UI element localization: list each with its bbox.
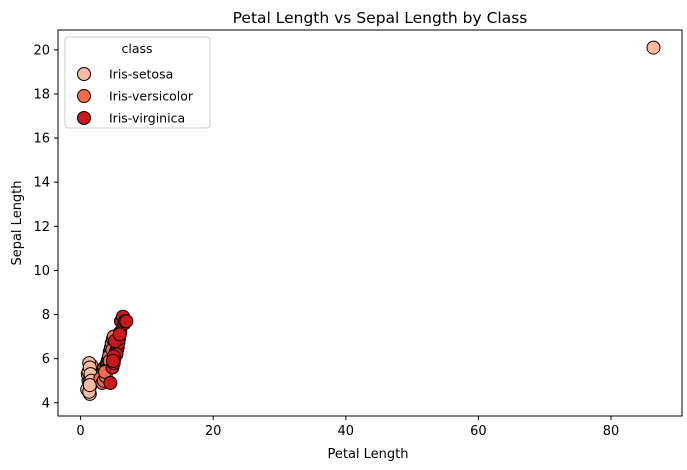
legend: class Iris-setosa Iris-versicolor Iris-vir… — [64, 36, 211, 129]
legend-marker-iris-versicolor — [77, 89, 91, 103]
legend-marker-iris-setosa — [77, 67, 91, 81]
y-tick-label: 12 — [33, 220, 50, 235]
x-tick-label: 60 — [470, 424, 487, 439]
y-tick-label: 8 — [42, 308, 50, 323]
plot-frame — [57, 29, 683, 417]
x-tick-label: 0 — [76, 424, 84, 439]
y-tick-label: 14 — [33, 176, 50, 191]
y-tick-label: 6 — [42, 352, 50, 367]
legend-label-iris-setosa: Iris-setosa — [109, 67, 173, 82]
y-axis-label: Sepal Length — [10, 180, 25, 265]
data-point-iris-virginica-0 — [103, 375, 118, 390]
legend-marker-iris-virginica — [77, 111, 91, 125]
y-tick-label: 18 — [33, 87, 50, 102]
y-tick-label: 20 — [33, 43, 50, 58]
y-tick-label: 4 — [42, 396, 50, 411]
y-axis: 4 6 8 10 12 14 16 18 20 — [33, 43, 58, 411]
x-axis: 0 20 40 60 80 — [76, 416, 619, 439]
x-tick-label: 20 — [205, 424, 222, 439]
x-tick-label: 40 — [338, 424, 355, 439]
chart-title: Petal Length vs Sepal Length by Class — [233, 9, 528, 27]
data-point-iris-setosa-21 — [646, 40, 661, 55]
data-point-iris-virginica-19 — [106, 353, 120, 368]
legend-label-iris-versicolor: Iris-versicolor — [109, 89, 194, 104]
y-tick-label: 16 — [33, 132, 50, 147]
legend-label-iris-virginica: Iris-virginica — [109, 111, 185, 126]
x-tick-label: 80 — [603, 424, 620, 439]
data-points — [80, 40, 661, 401]
data-point-iris-virginica-14 — [119, 314, 134, 329]
data-point-iris-virginica-18 — [112, 327, 127, 342]
y-tick-label: 10 — [33, 264, 50, 279]
x-axis-label: Petal Length — [327, 447, 408, 462]
legend-title: class — [121, 41, 152, 56]
legend-box — [64, 36, 211, 129]
